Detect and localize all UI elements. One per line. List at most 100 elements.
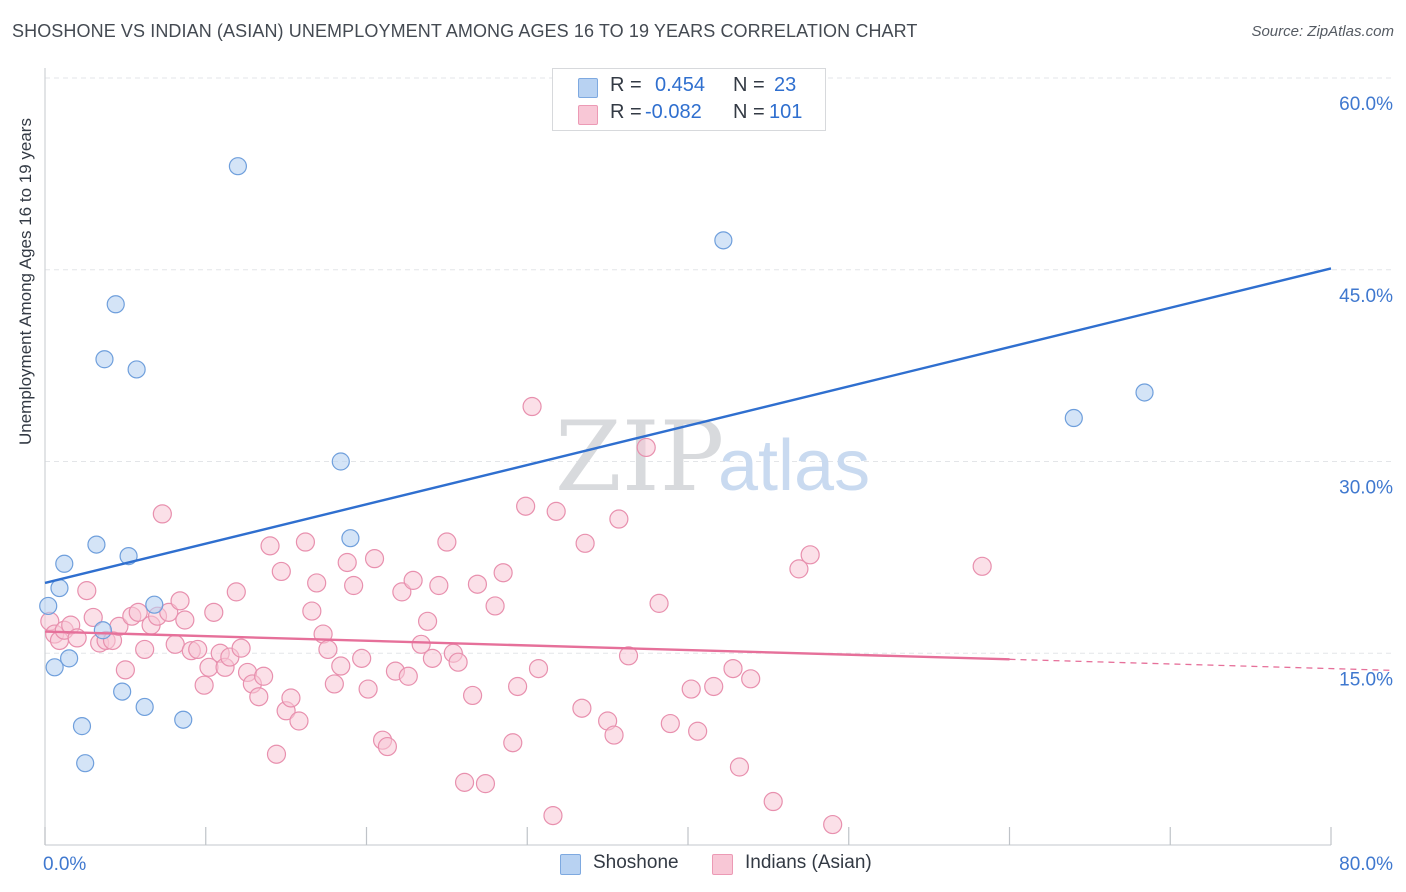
data-point-shoshone bbox=[174, 710, 193, 729]
data-point-shoshone bbox=[113, 682, 132, 701]
data-point-indian bbox=[77, 581, 97, 601]
data-point-indian bbox=[467, 574, 488, 594]
data-point-indian bbox=[609, 509, 629, 529]
bottom-legend-label-shoshone: Shoshone bbox=[593, 852, 679, 873]
grid bbox=[45, 77, 1393, 654]
data-point-indian bbox=[503, 733, 523, 753]
data-point-indian bbox=[454, 772, 475, 792]
trend-line-indian-extension bbox=[1009, 658, 1394, 672]
data-point-indian bbox=[302, 601, 322, 621]
data-point-shoshone bbox=[331, 452, 350, 471]
data-point-shoshone bbox=[39, 596, 58, 616]
data-point-indian bbox=[522, 396, 542, 417]
data-point-indian bbox=[318, 639, 338, 660]
data-point-indian bbox=[188, 639, 208, 660]
data-point-indian bbox=[462, 685, 483, 706]
data-point-indian bbox=[741, 669, 761, 689]
y-axis-label: Unemployment Among Ages 16 to 19 years bbox=[16, 118, 35, 445]
legend-n-value: 23 bbox=[774, 74, 797, 96]
correlation-legend: R = 0.454 N = 23 R = -0.082 N = 101 bbox=[552, 68, 826, 131]
data-point-indian bbox=[575, 533, 595, 553]
legend-r-value: -0.082 bbox=[645, 101, 702, 123]
source-label: Source: ZipAtlas.com bbox=[1251, 23, 1394, 40]
data-point-indian bbox=[364, 549, 385, 569]
data-point-indian bbox=[546, 501, 566, 521]
data-point-shoshone bbox=[50, 578, 69, 598]
data-point-indian bbox=[604, 725, 624, 745]
data-point-indian bbox=[128, 602, 148, 622]
data-point-indian bbox=[763, 791, 783, 812]
data-point-indian bbox=[572, 698, 592, 718]
data-point-shoshone bbox=[135, 697, 154, 717]
data-point-indian bbox=[324, 674, 344, 694]
data-point-indian bbox=[448, 652, 468, 672]
data-point-indian bbox=[159, 602, 179, 622]
data-point-indian bbox=[636, 437, 656, 458]
y-tick-label: 60.0% bbox=[1339, 94, 1393, 115]
legend-swatch-shoshone bbox=[578, 78, 598, 98]
data-point-shoshone bbox=[228, 157, 247, 176]
data-point-indian bbox=[493, 563, 513, 583]
data-point-shoshone bbox=[45, 658, 64, 677]
data-point-indian bbox=[972, 556, 992, 576]
data-point-indian bbox=[681, 679, 701, 699]
data-point-shoshone bbox=[341, 529, 360, 548]
data-point-indian bbox=[704, 676, 724, 697]
data-point-shoshone bbox=[93, 621, 112, 640]
data-point-shoshone bbox=[55, 554, 74, 573]
data-point-shoshone bbox=[145, 595, 164, 614]
y-tick-label: 45.0% bbox=[1339, 286, 1393, 307]
data-point-indian bbox=[417, 611, 438, 631]
data-point-indian bbox=[254, 666, 274, 686]
trend-line-indian bbox=[44, 630, 1010, 661]
legend-r-label: R = bbox=[610, 101, 642, 123]
data-point-indian bbox=[337, 552, 357, 573]
data-point-indian bbox=[289, 711, 309, 731]
data-point-indian bbox=[175, 610, 195, 630]
data-point-indian bbox=[170, 591, 190, 611]
legend-swatch-indian bbox=[578, 105, 598, 125]
data-point-indian bbox=[422, 648, 443, 668]
data-point-indian bbox=[266, 744, 287, 764]
data-point-indian bbox=[823, 814, 843, 835]
data-point-indian bbox=[789, 559, 809, 579]
data-point-shoshone bbox=[106, 295, 125, 314]
data-point-indian bbox=[508, 676, 528, 697]
data-point-indian bbox=[260, 536, 280, 556]
data-point-indian bbox=[398, 666, 418, 686]
legend-n-label: N = bbox=[733, 101, 765, 123]
data-point-indian bbox=[358, 679, 378, 699]
data-point-indian bbox=[249, 687, 269, 707]
data-point-indian bbox=[295, 532, 316, 552]
data-point-shoshone bbox=[60, 649, 79, 668]
data-point-shoshone bbox=[95, 350, 114, 369]
data-point-shoshone bbox=[87, 535, 106, 554]
data-point-shoshone bbox=[1135, 383, 1154, 402]
data-point-indian bbox=[331, 656, 351, 676]
data-point-indian bbox=[135, 639, 155, 660]
data-point-indian bbox=[231, 638, 251, 658]
data-point-shoshone bbox=[1064, 408, 1083, 428]
data-point-indian bbox=[271, 561, 291, 582]
data-point-indian bbox=[344, 575, 364, 596]
watermark-atlas: atlas bbox=[718, 426, 870, 506]
x-tick-label: 0.0% bbox=[43, 854, 86, 875]
bottom-legend-swatch-indian bbox=[712, 854, 733, 875]
data-point-indian bbox=[411, 634, 431, 654]
data-point-indian bbox=[403, 570, 423, 590]
data-point-indian bbox=[485, 596, 505, 616]
data-point-indian bbox=[392, 582, 412, 602]
data-point-indian bbox=[688, 721, 708, 741]
data-point-shoshone bbox=[76, 754, 95, 773]
axes bbox=[44, 68, 1332, 846]
data-point-indian bbox=[226, 582, 246, 602]
data-point-shoshone bbox=[72, 717, 92, 736]
tick-labels: 15.0% 30.0% 45.0% 60.0% 0.0% 80.0% bbox=[43, 94, 1393, 875]
data-point-indian bbox=[165, 634, 185, 654]
data-point-indian bbox=[307, 573, 327, 593]
legend-n-label: N = bbox=[733, 74, 765, 96]
y-tick-label: 15.0% bbox=[1339, 669, 1393, 690]
indian-points bbox=[40, 396, 992, 835]
data-point-indian bbox=[437, 532, 457, 552]
bottom-legend-label-indian: Indians (Asian) bbox=[745, 852, 872, 873]
